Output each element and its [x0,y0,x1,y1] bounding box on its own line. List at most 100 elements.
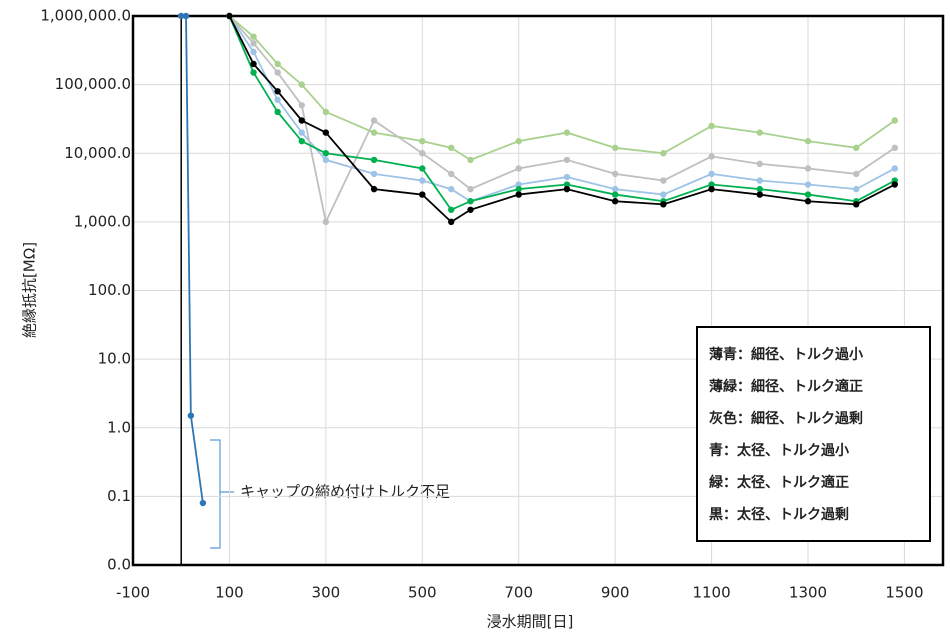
annotation: キャップの締め付けトルク不足 [240,483,450,501]
data-point [611,170,619,178]
data-point [274,108,281,116]
data-point [804,191,812,198]
data-point [611,185,619,193]
legend-box [696,326,931,542]
data-point [250,40,257,47]
legend-entry: 青：太径、トルク過小 [709,442,849,459]
series-line [228,15,896,203]
x-tick-label: 100 [215,584,244,602]
data-point [370,117,378,124]
data-point [804,198,812,205]
x-tick-label: 500 [408,584,437,602]
data-point [322,150,330,157]
series-line [228,15,896,211]
x-tick-label: 1300 [789,584,827,602]
data-point [708,122,715,130]
y-tick-label: 1,000.0 [74,212,131,230]
data-point [853,201,860,208]
data-point [322,129,330,136]
data-point [370,129,378,136]
x-tick-label: 900 [601,584,630,602]
data-point [298,102,305,109]
y-tick-label: 10.0 [98,350,131,368]
data-point [708,170,715,178]
data-point [467,198,474,205]
data-point [322,218,330,226]
data-point [804,181,812,188]
data-point [250,48,257,56]
data-point [756,129,763,136]
data-point [563,129,571,136]
data-point [660,201,667,208]
data-point [467,185,474,193]
legend-entry: 薄青：細径、トルク過小 [709,346,863,363]
data-point [298,129,305,136]
legend-entry: 薄緑：細径、トルク適正 [709,378,863,395]
y-tick-label: 1.0 [107,418,131,436]
data-point [226,12,233,20]
data-point [563,181,571,188]
data-point [515,185,522,193]
data-point [563,185,571,193]
data-point [274,96,281,104]
y-tick-label: 0.0 [107,556,131,574]
data-point [322,108,330,116]
data-point [756,160,763,168]
data-point [891,165,898,172]
series-line [228,15,896,161]
data-point [708,185,715,193]
data-point [660,150,667,157]
data-point [448,170,455,178]
data-point [891,117,898,124]
data-point [448,206,455,213]
x-tick-label: 1100 [692,584,730,602]
data-point [611,198,619,205]
data-point [515,191,522,198]
y-tick-label: 10,000.0 [64,144,131,162]
data-point [563,156,571,164]
data-point [419,150,426,157]
data-point [611,144,619,152]
data-point [419,191,426,198]
data-point [298,137,305,145]
series-line [228,15,896,225]
data-point [448,218,455,226]
data-point [853,170,860,178]
data-point [853,144,860,152]
x-tick-label: 300 [312,584,341,602]
legend-entry: 緑：太径、トルク適正 [709,474,849,491]
y-tick-label: 100.0 [88,281,131,299]
series-line [228,15,896,224]
y-axis-label: 絶縁抵抗[MΩ] [21,242,39,338]
data-point [467,206,474,213]
data-point [467,156,474,164]
data-point [756,185,763,193]
data-point [756,191,763,198]
data-point [448,185,455,193]
data-point [419,137,426,145]
data-point [756,177,763,184]
x-tick-label: 700 [504,584,533,602]
annotation-bracket [210,439,234,549]
legend-entry: 灰色：細径、トルク過剰 [709,410,863,427]
data-point [660,177,667,184]
data-point [182,12,190,20]
data-point [611,191,619,198]
data-point [708,181,715,188]
data-point [515,181,522,188]
data-point [274,88,281,95]
data-point [448,144,455,152]
data-point [199,499,207,507]
data-point [370,156,378,164]
data-point [563,173,571,181]
data-point [708,153,715,160]
data-point [250,69,257,76]
data-point [322,156,330,164]
y-tick-label: 100,000.0 [55,75,131,93]
data-point [250,33,257,40]
data-point [804,165,812,172]
x-tick-label: 1500 [885,584,923,602]
series-line [181,15,204,504]
data-point [891,181,898,188]
